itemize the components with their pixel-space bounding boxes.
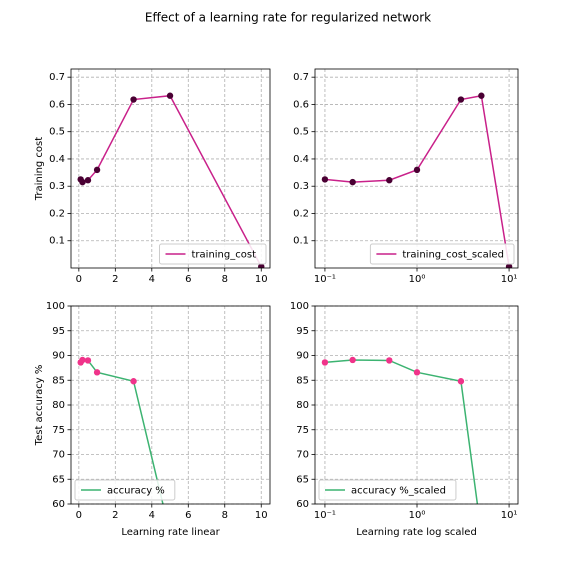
y-tick-label: 0.5	[293, 127, 309, 138]
data-point	[349, 356, 356, 364]
y-tick-label: 80	[296, 400, 309, 411]
y-tick-label: 0.4	[293, 154, 309, 165]
x-tick-label: 0	[76, 510, 82, 521]
y-tick-label: 100	[46, 301, 65, 312]
x-tick-label: 6	[185, 274, 191, 285]
y-tick-label: 0.6	[49, 99, 65, 110]
y-tick-label: 65	[52, 474, 65, 485]
data-point	[79, 178, 86, 186]
axes-frame	[70, 68, 271, 269]
y-tick-label: 75	[296, 425, 309, 436]
data-point	[79, 356, 86, 364]
y-tick-label: 0.3	[49, 181, 65, 192]
x-tick-label: 2	[112, 510, 118, 521]
y-tick-label: 95	[296, 326, 309, 337]
y-tick-label: 70	[296, 450, 309, 461]
y-tick-label: 90	[296, 351, 309, 362]
data-point	[386, 357, 393, 364]
data-point	[413, 166, 421, 174]
axes: 10⁻¹ 10⁰ 10¹ 0.1 0.2 0.3 0.4 0.5 0.6 0.7 training_…	[293, 68, 519, 285]
y-tick-label: 85	[52, 375, 65, 386]
data-point	[505, 263, 513, 268]
x-tick-label: 0	[76, 274, 82, 285]
legend-box	[369, 243, 515, 265]
x-tick-label: 10⁻¹	[314, 274, 336, 285]
data-point	[349, 178, 356, 186]
data-point	[457, 378, 465, 385]
axes-frame	[314, 305, 519, 505]
y-tick-label: 80	[52, 400, 65, 411]
data-point	[258, 263, 265, 268]
legend-box	[318, 479, 457, 501]
legend-box	[159, 243, 267, 265]
axes: 0 2 4 6 8 10 60 65 70 75 80 85 90 95 100 accuracy % Lear…	[34, 301, 271, 538]
x-tick-label: 10⁰	[409, 274, 426, 285]
data-point	[166, 92, 174, 99]
x-tick-label: 4	[149, 274, 155, 285]
y-tick-label: 0.7	[293, 72, 309, 83]
x-tick-label: 4	[149, 510, 155, 521]
data-point	[84, 177, 92, 184]
x-tick-label: 10¹	[501, 274, 518, 285]
y-tick-label: 0.1	[49, 236, 65, 247]
axes: 0 2 4 6 8 10 0.1 0.2 0.3 0.4 0.5 0.6 0.7 training_cos…	[34, 68, 271, 285]
y-tick-label: 60	[296, 499, 309, 510]
y-tick-label: 0.7	[49, 72, 65, 83]
legend-label: training_cost_scaled	[402, 250, 504, 261]
data-point	[130, 378, 137, 385]
legend-label: accuracy %	[107, 486, 165, 497]
y-tick-label: 0.2	[293, 208, 309, 219]
data-point	[386, 177, 393, 184]
y-tick-label: 0.6	[293, 99, 309, 110]
y-tick-label: 70	[52, 450, 65, 461]
y-tick-label: 85	[296, 375, 309, 386]
axes-frame	[314, 68, 519, 269]
x-tick-label: 10⁰	[409, 510, 426, 521]
legend-label: accuracy %_scaled	[351, 486, 446, 497]
x-tick-label: 10⁻¹	[314, 510, 336, 521]
y-axis-label: Training cost	[34, 137, 45, 201]
y-tick-label: 0.2	[49, 208, 65, 219]
y-tick-label: 90	[52, 351, 65, 362]
x-axis-label: Learning rate log scaled	[356, 527, 477, 538]
y-tick-label: 95	[52, 326, 65, 337]
y-tick-label: 65	[296, 474, 309, 485]
x-tick-label: 10	[255, 510, 268, 521]
x-tick-label: 10	[255, 274, 268, 285]
x-tick-label: 6	[185, 510, 191, 521]
y-tick-label: 100	[290, 301, 309, 312]
data-point	[321, 359, 329, 366]
legend-box	[74, 479, 176, 501]
data-point	[130, 96, 137, 103]
x-tick-label: 10¹	[501, 510, 518, 521]
y-tick-label: 0.1	[293, 236, 309, 247]
data-point	[93, 166, 101, 174]
y-axis-label: Test accuracy %	[34, 365, 45, 447]
y-tick-label: 60	[52, 499, 65, 510]
x-tick-label: 8	[222, 274, 228, 285]
legend-label: training_cost	[192, 250, 257, 261]
data-point	[413, 369, 421, 376]
y-tick-label: 75	[52, 425, 65, 436]
x-tick-label: 2	[112, 274, 118, 285]
data-point	[321, 176, 329, 183]
data-point	[457, 96, 465, 103]
data-point	[84, 357, 92, 364]
axes: 10⁻¹ 10⁰ 10¹ 60 65 70 75 80 85 90 95 100 accuracy %_…	[290, 301, 519, 538]
y-tick-label: 0.3	[293, 181, 309, 192]
axes-frame	[70, 305, 271, 505]
x-axis-label: Learning rate linear	[121, 527, 220, 538]
y-tick-label: 0.5	[49, 127, 65, 138]
y-tick-label: 0.4	[49, 154, 65, 165]
data-point	[93, 369, 101, 376]
data-point	[478, 92, 485, 99]
x-tick-label: 8	[222, 510, 228, 521]
figure-title: Effect of a learning rate for regularize…	[145, 11, 431, 25]
